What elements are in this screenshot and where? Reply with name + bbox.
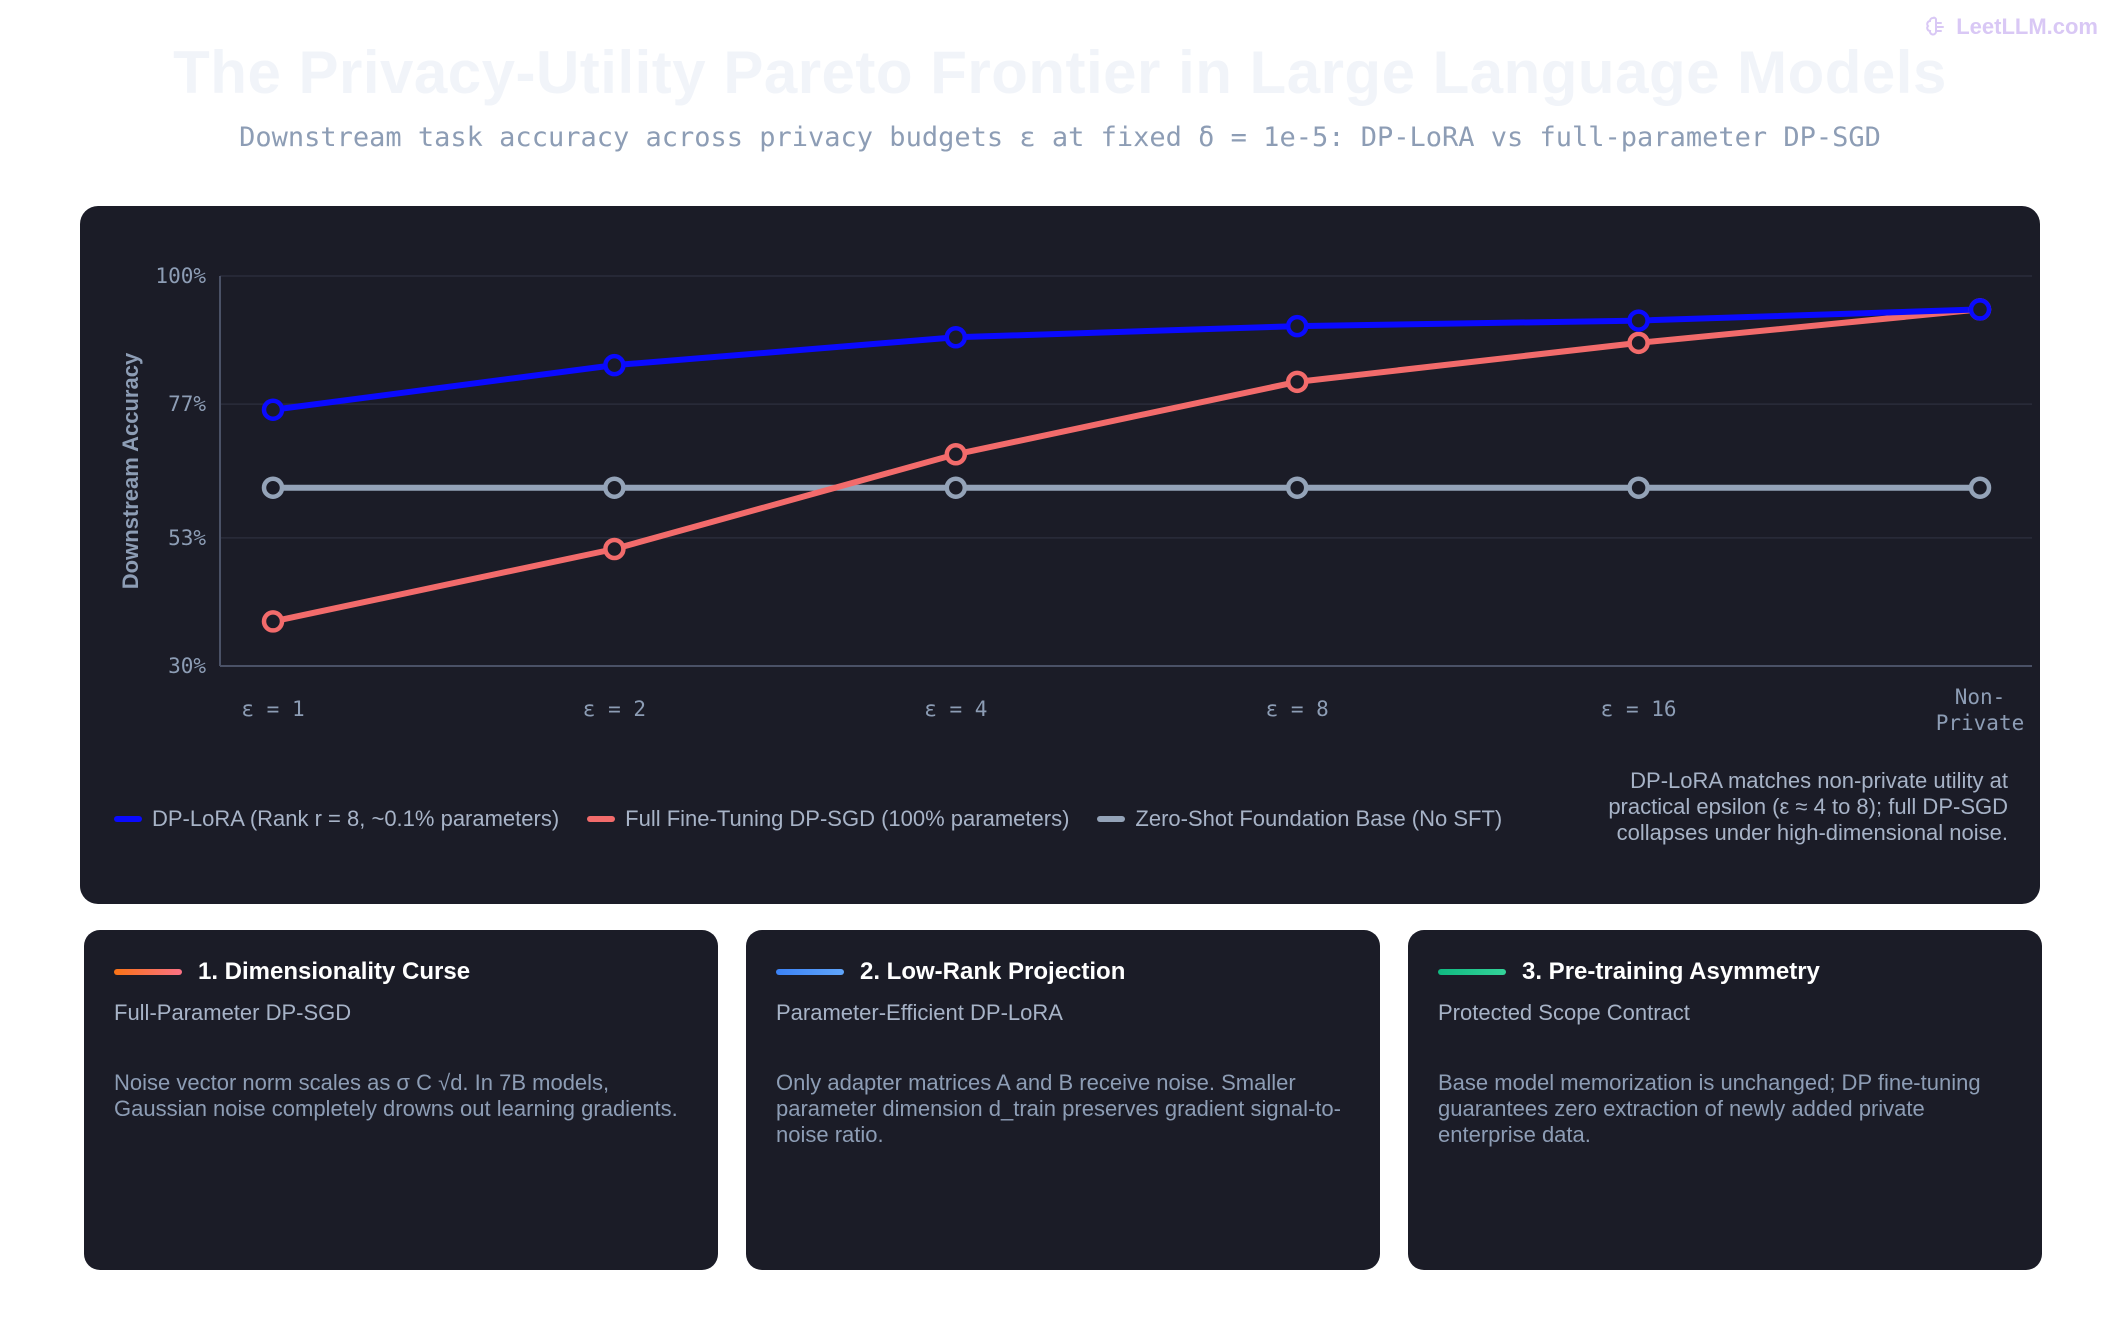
data-point: [1627, 331, 1650, 355]
data-point: [603, 537, 626, 561]
y-tick-label: 30%: [168, 654, 206, 678]
x-tick-label: ε = 1: [241, 697, 304, 721]
chart-legend: DP-LoRA (Rank r = 8, ~0.1% parameters) F…: [114, 806, 1502, 832]
legend-label: Zero-Shot Foundation Base (No SFT): [1135, 806, 1503, 831]
data-point: [1285, 314, 1309, 338]
legend-item-full-ft[interactable]: Full Fine-Tuning DP-SGD (100% parameters…: [587, 806, 1069, 832]
card-title: 2. Low-Rank Projection: [860, 958, 1126, 985]
page-title: The Privacy-Utility Pareto Frontier in L…: [173, 39, 1947, 106]
legend-item-zero-shot[interactable]: Zero-Shot Foundation Base (No SFT): [1097, 806, 1502, 832]
data-point: [944, 476, 968, 499]
chart-annotation: DP-LoRA matches non-private utility at p…: [1608, 768, 2008, 845]
brand-logo[interactable]: LeetLLM.com: [1924, 14, 2098, 40]
legend-swatch-full-ft: [587, 816, 616, 822]
series-line: [270, 306, 1983, 625]
y-tick-label: 53%: [168, 526, 206, 550]
data-point: [603, 476, 626, 499]
card-subtitle: Protected Scope Contract: [1438, 1000, 1690, 1025]
series-line: [270, 306, 1983, 413]
card-accent-bar: [114, 969, 182, 975]
insight-cards: 1. Dimensionality Curse Full-Parameter D…: [84, 930, 2042, 1270]
legend-swatch-dp-lora: [114, 816, 142, 822]
card-low-rank-projection: 2. Low-Rank Projection Parameter-Efficie…: [746, 930, 1380, 1270]
data-point: [1627, 309, 1650, 332]
legend-label: DP-LoRA (Rank r = 8, ~0.1% parameters): [152, 806, 560, 831]
card-body: Noise vector norm scales as σ C √d. In 7…: [114, 1070, 678, 1121]
x-tick-label: Non-Private: [1936, 685, 2025, 735]
data-point: [944, 326, 968, 349]
card-body: Only adapter matrices A and B receive no…: [776, 1070, 1341, 1147]
data-point: [1285, 370, 1309, 394]
card-accent-bar: [776, 969, 844, 975]
y-tick-label: 77%: [168, 392, 206, 416]
card-dimensionality-curse: 1. Dimensionality Curse Full-Parameter D…: [84, 930, 718, 1270]
card-subtitle: Parameter-Efficient DP-LoRA: [776, 1000, 1063, 1025]
chart-panel: 100% 77% 53% 30% Downstream Accuracy ε = 1 ε =…: [80, 206, 2040, 904]
data-point: [1968, 476, 1992, 499]
data-point: [261, 476, 285, 499]
card-title: 1. Dimensionality Curse: [198, 958, 471, 985]
brain-icon: [1926, 16, 1945, 36]
data-point: [1627, 476, 1650, 499]
card-subtitle: Full-Parameter DP-SGD: [114, 1000, 352, 1025]
x-tick-label: ε = 8: [1266, 697, 1329, 721]
data-point: [944, 443, 968, 466]
card-pretraining-asymmetry: 3. Pre-training Asymmetry Protected Scop…: [1408, 930, 2042, 1270]
legend-label: Full Fine-Tuning DP-SGD (100% parameters…: [625, 806, 1070, 831]
legend-swatch-zero-shot: [1097, 816, 1126, 822]
data-point: [1968, 298, 1992, 321]
card-accent-bar: [1438, 969, 1506, 975]
x-tick-label: ε = 4: [924, 697, 987, 721]
page-subtitle: Downstream task accuracy across privacy …: [239, 122, 1881, 153]
data-point: [261, 610, 285, 633]
data-point: [603, 353, 626, 377]
legend-item-dp-lora[interactable]: DP-LoRA (Rank r = 8, ~0.1% parameters): [114, 806, 559, 832]
card-body: Base model memorization is unchanged; DP…: [1438, 1070, 1981, 1147]
line-chart: 100% 77% 53% 30% Downstream Accuracy ε = 1 ε =…: [118, 264, 2032, 735]
data-point: [1285, 476, 1309, 499]
data-point: [261, 398, 285, 421]
y-axis-title: Downstream Accuracy: [118, 352, 143, 589]
x-tick-label: ε = 2: [583, 697, 646, 721]
x-tick-label: ε = 16: [1601, 697, 1677, 721]
y-tick-label: 100%: [155, 264, 206, 288]
brand-name: LeetLLM.com: [1956, 14, 2098, 39]
card-title: 3. Pre-training Asymmetry: [1522, 958, 1820, 985]
